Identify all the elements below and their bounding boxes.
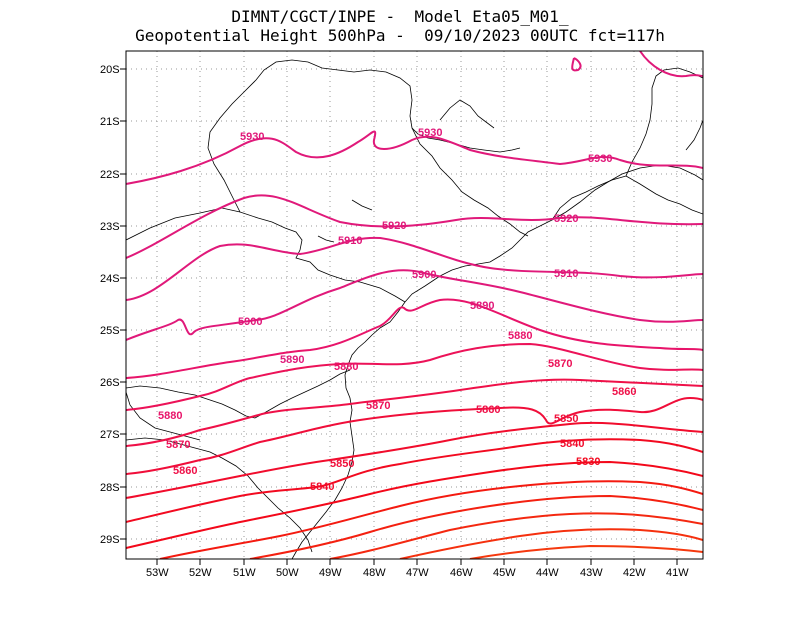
contour-label: 5850 — [554, 413, 578, 425]
lon-label: 47W — [406, 567, 429, 579]
contour-5870 — [126, 378, 703, 447]
contour-5830 — [126, 460, 703, 549]
contour-5840 — [126, 438, 703, 523]
lon-label: 41W — [666, 567, 689, 579]
contour-label: 5860 — [173, 465, 197, 477]
contour-5880 — [126, 342, 703, 411]
lat-label: 29S — [100, 534, 120, 546]
lat-label: 20S — [100, 64, 120, 76]
lat-label: 22S — [100, 169, 120, 181]
lon-label: 48W — [363, 567, 386, 579]
axis-ticks — [120, 68, 678, 565]
contour-label: 5910 — [338, 235, 362, 247]
contour-5790 — [399, 528, 703, 559]
lat-label: 24S — [100, 273, 120, 285]
contour-5800 — [329, 512, 703, 559]
lon-label: 45W — [493, 567, 516, 579]
contour-label: 5900 — [238, 316, 262, 328]
lat-label: 25S — [100, 325, 120, 337]
contour-label: 5880 — [334, 361, 358, 373]
map-frame — [125, 50, 704, 560]
lon-label: 53W — [146, 567, 169, 579]
contour-5810 — [249, 494, 703, 559]
contour-5860 — [126, 396, 703, 475]
contour-label: 5930 — [418, 127, 442, 139]
contour-5910 — [126, 236, 703, 301]
contour-label: 5850 — [330, 458, 354, 470]
contour-5900 — [126, 269, 703, 341]
contour-label: 5880 — [508, 330, 532, 342]
contour-label: 5920 — [554, 213, 578, 225]
contour-labels: 5930 5930 5930 5920 5920 5910 5910 5900 … — [158, 127, 636, 493]
contour-5820 — [159, 480, 703, 559]
lon-label: 51W — [233, 567, 256, 579]
contour-label: 5930 — [588, 153, 612, 165]
lat-label: 27S — [100, 429, 120, 441]
lat-label: 23S — [100, 221, 120, 233]
contour-label: 5890 — [470, 300, 494, 312]
lon-label: 50W — [276, 567, 299, 579]
contour-5780 — [469, 544, 703, 559]
lon-label: 43W — [580, 567, 603, 579]
geopotential-contours — [126, 51, 703, 559]
lon-label: 44W — [536, 567, 559, 579]
contour-label: 5830 — [576, 456, 600, 468]
contour-label: 5840 — [310, 481, 334, 493]
chart-title-line-2: Geopotential Height 500hPa - 09/10/2023 … — [135, 26, 665, 45]
lon-label: 52W — [189, 567, 212, 579]
lat-label: 26S — [100, 377, 120, 389]
chart-title-line-1: DIMNT/CGCT/INPE - Model Eta05_M01_ — [231, 7, 569, 26]
contour-label: 5900 — [412, 269, 436, 281]
grid-lines — [126, 51, 703, 559]
lat-label: 21S — [100, 116, 120, 128]
contour-label: 5840 — [560, 438, 584, 450]
contour-label: 5860 — [612, 386, 636, 398]
lat-label: 28S — [100, 482, 120, 494]
contour-label: 5910 — [554, 268, 578, 280]
contour-5850 — [126, 421, 703, 499]
contour-5930-blob — [571, 57, 582, 72]
lon-label: 42W — [623, 567, 646, 579]
lon-label: 46W — [450, 567, 473, 579]
contour-5920 — [126, 194, 703, 259]
contour-label: 5870 — [366, 400, 390, 412]
contour-5930-arc — [639, 51, 703, 78]
contour-5930 — [126, 130, 703, 185]
contour-label: 5860 — [476, 404, 500, 416]
contour-label: 5870 — [548, 358, 572, 370]
contour-label: 5870 — [166, 439, 190, 451]
contour-5890 — [126, 298, 703, 379]
contour-label: 5920 — [382, 220, 406, 232]
lon-label: 49W — [319, 567, 342, 579]
latitude-labels: 20S 21S 22S 23S 24S 25S 26S 27S 28S 29S — [100, 64, 120, 546]
longitude-labels: 53W 52W 51W 50W 49W 48W 47W 46W 45W 44W … — [146, 567, 689, 579]
coastline-and-borders — [126, 59, 703, 559]
contour-label: 5890 — [280, 354, 304, 366]
contour-label: 5880 — [158, 410, 182, 422]
contour-label: 5930 — [240, 131, 264, 143]
